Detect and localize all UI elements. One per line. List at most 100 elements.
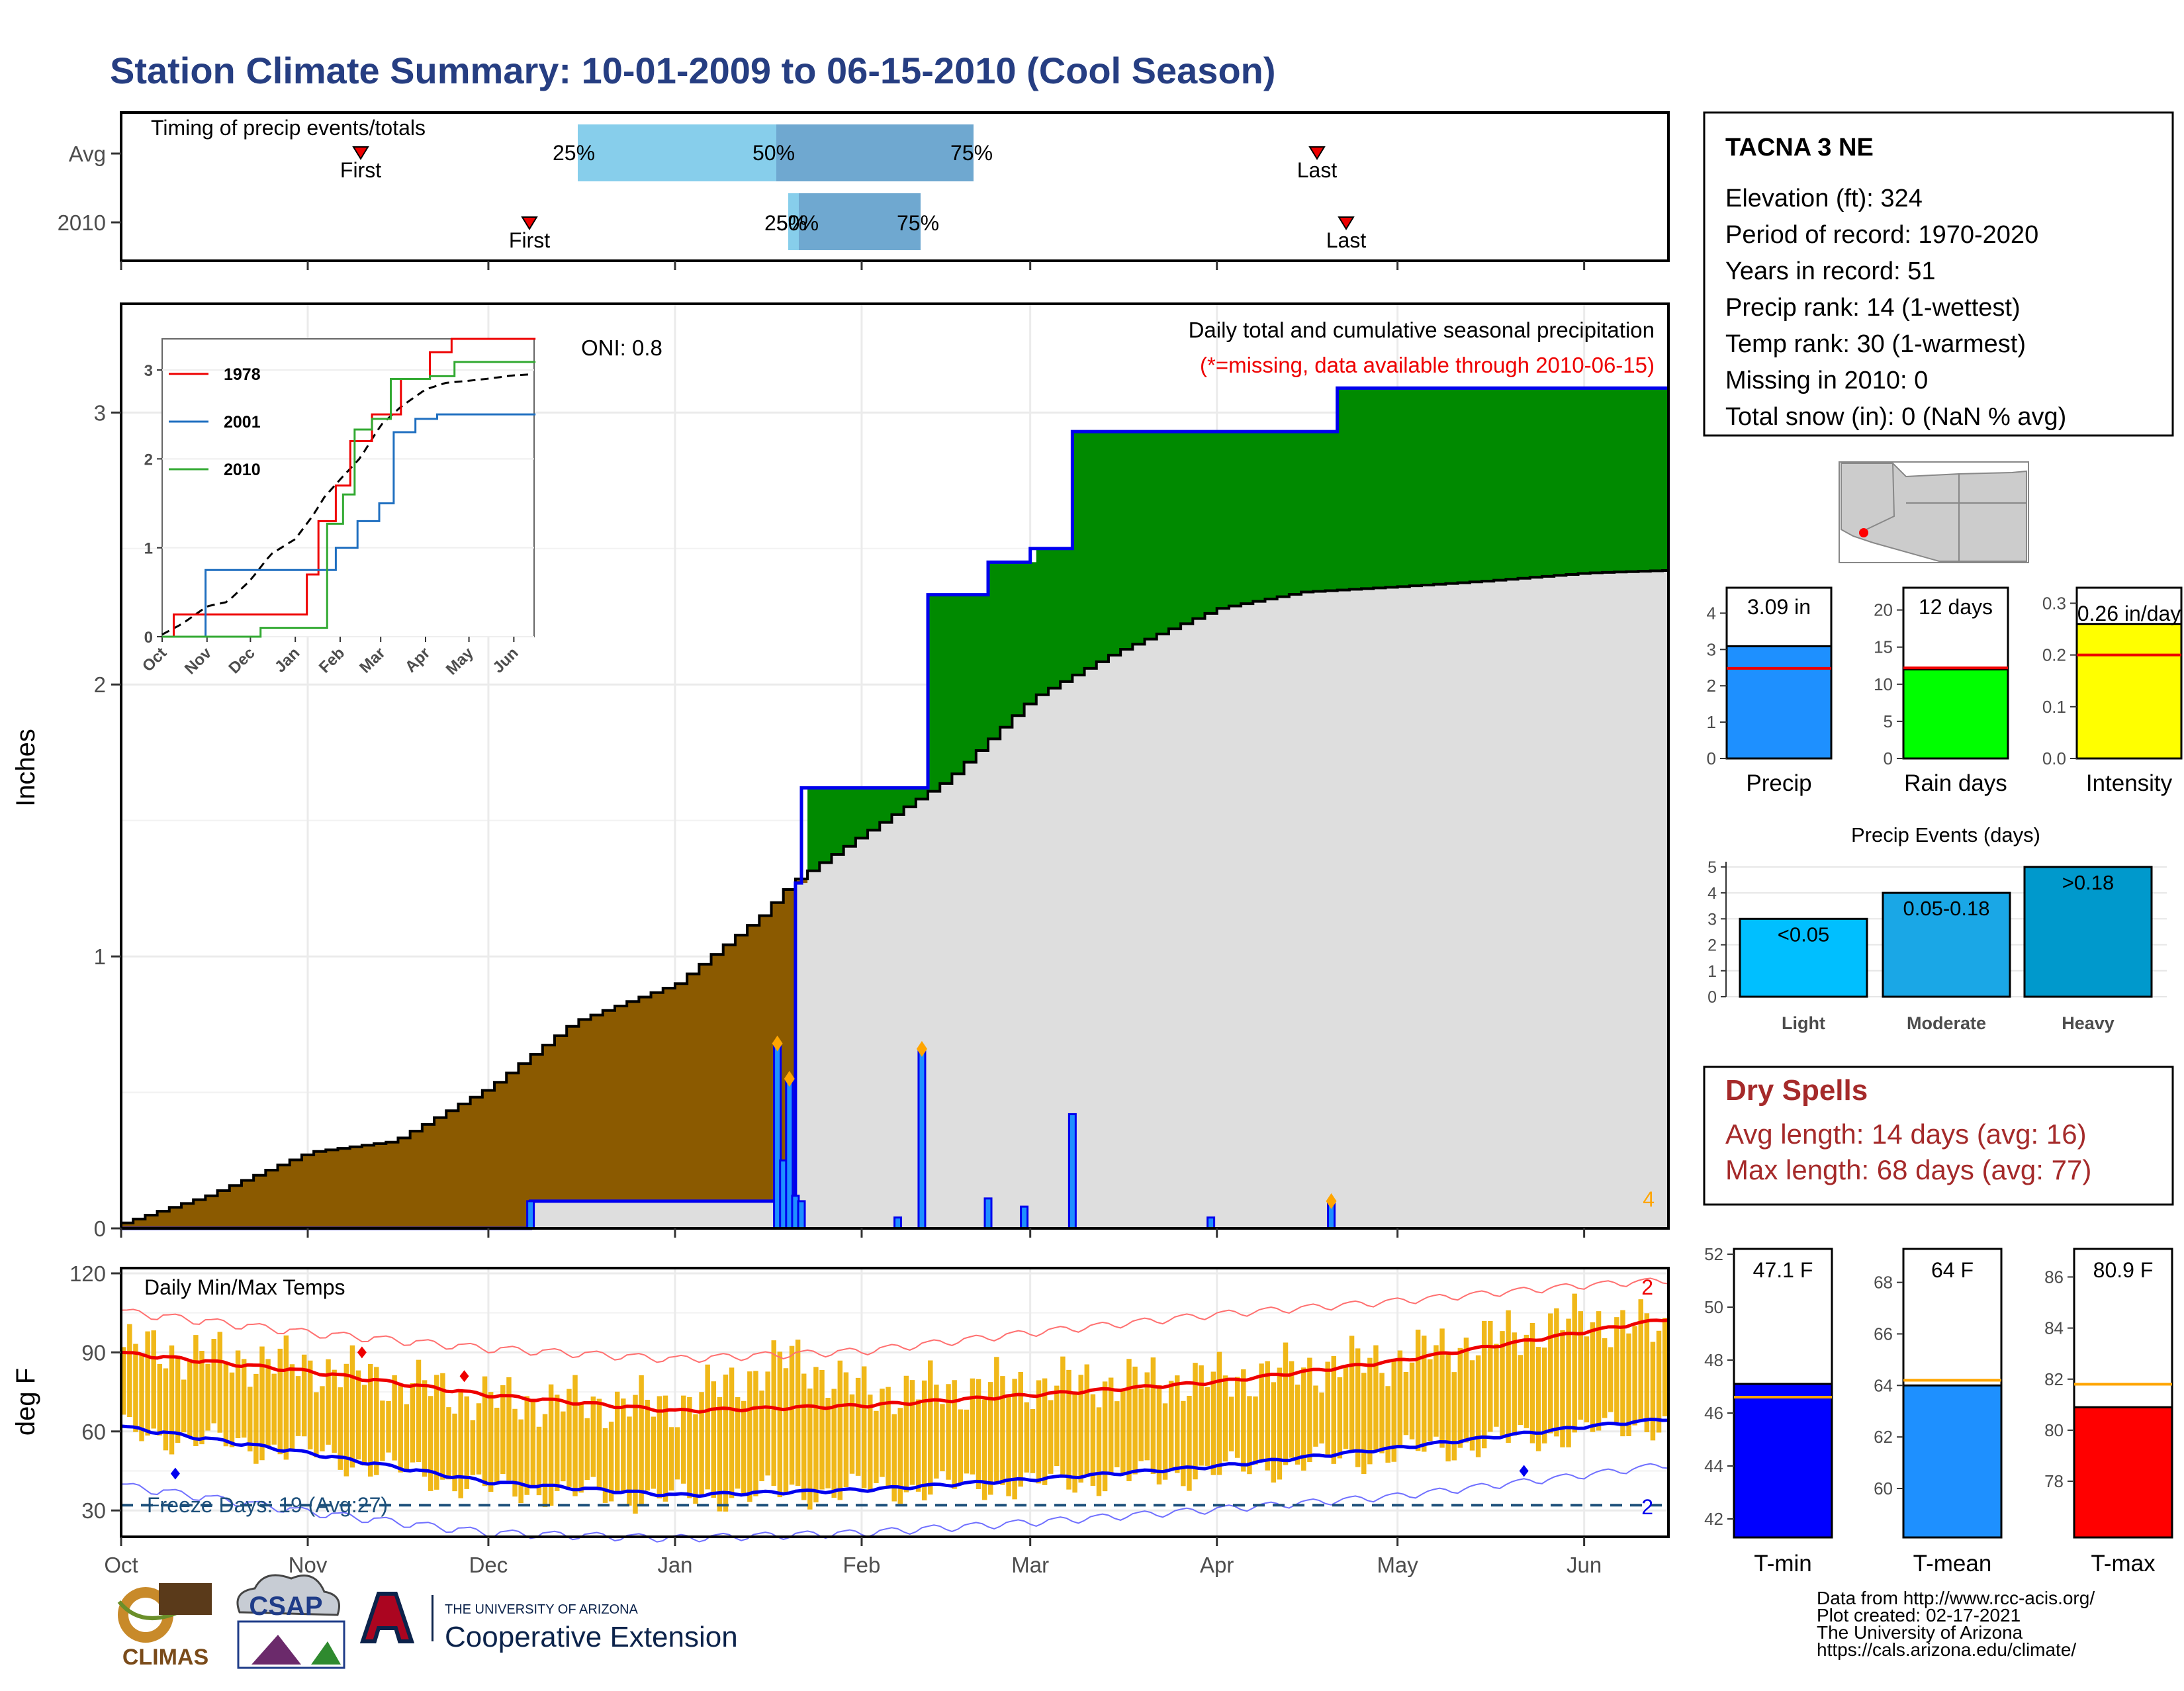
temp-bar-name: T-min — [1754, 1551, 1812, 1577]
month-label: Apr — [1200, 1553, 1234, 1577]
temp-bar-tick: 86 — [2044, 1267, 2064, 1287]
temp-bar-tick: 50 — [1704, 1297, 1723, 1317]
station-info-line: Temp rank: 30 (1-warmest) — [1725, 330, 2026, 358]
timing-avg-p25: 25% — [553, 141, 595, 165]
climas-logo: CLIMAS — [117, 1583, 212, 1670]
precip-event-label: 0.05-0.18 — [1903, 897, 1990, 920]
freeze-days-label: Freeze Days: 19 (Avg:27) — [147, 1493, 388, 1517]
footer-credits: Data from http://www.rcc-acis.org/Plot c… — [1817, 1588, 2095, 1660]
timing-2010-25-50-bar — [788, 193, 799, 250]
daily-precip-bar — [983, 1197, 993, 1230]
daily-precip-bar — [1068, 1113, 1077, 1230]
station-name: TACNA 3 NE — [1725, 134, 1874, 161]
station-info-line: Period of record: 1970-2020 — [1725, 221, 2038, 249]
summary-bar-tick: 2 — [1707, 676, 1716, 696]
precip-events-chart: Precip Events (days) 0 1 2 3 4 5 <0.05 Light 0.0… — [1707, 823, 2167, 1033]
temp-bar-tick: 66 — [1874, 1324, 1893, 1344]
month-label: Jan — [657, 1553, 692, 1577]
events-ytick: 3 — [1707, 910, 1717, 929]
summary-bar-name: Precip — [1746, 770, 1811, 796]
timing-avg-last-marker — [1308, 146, 1326, 160]
temp-ytick-label: 120 — [69, 1261, 106, 1286]
events-ytick: 4 — [1707, 884, 1717, 903]
timing-panel: Timing of precip events/totals Avg 2010 … — [58, 111, 1670, 270]
inset-1978-line — [162, 338, 536, 638]
temp-bar-tick: 62 — [1874, 1427, 1893, 1447]
daily-precip-bar — [917, 1048, 927, 1230]
timing-2010-last: Last — [1326, 228, 1367, 252]
inset-legend-label: 2001 — [224, 413, 261, 432]
temp-bar — [1902, 1384, 2003, 1539]
month-label: May — [1377, 1553, 1418, 1577]
university-of-arizona-logo: THE UNIVERSITY OF ARIZONA Cooperative Ex… — [359, 1592, 738, 1653]
temp-bar-value: 64 F — [1931, 1258, 1974, 1282]
precip-panel-frame — [120, 302, 1670, 1230]
temp-panel: Daily Min/Max Temps Freeze Days: 19 (Avg… — [11, 1261, 1670, 1577]
daily-precip-bar — [1020, 1205, 1029, 1230]
csap-text: CSAP — [249, 1592, 322, 1621]
temp-bar-tick: 60 — [1874, 1479, 1893, 1498]
precip-event-bar — [1882, 891, 2011, 998]
summary-bar-tick: 3 — [1707, 639, 1716, 659]
events-ytick: 0 — [1707, 988, 1717, 1007]
avg-cumulative-area — [121, 570, 1668, 1228]
map-region — [1841, 463, 2027, 562]
precip-event-bar — [1739, 917, 1868, 998]
summary-bar-tick: 0.0 — [2042, 749, 2066, 768]
precip-event-bar — [2023, 866, 2153, 998]
timing-2010-p25: 25% — [764, 211, 807, 235]
precip-panel: Daily total and cumulative seasonal prec… — [11, 302, 1670, 1241]
extreme-precip-marker — [772, 1035, 783, 1052]
timing-avg-50-75-bar — [776, 124, 974, 181]
precip-title: Daily total and cumulative seasonal prec… — [1189, 318, 1655, 342]
summary-bar-tick: 0.2 — [2042, 645, 2066, 665]
timing-row-2010-label: 2010 — [58, 210, 106, 235]
daily-precip-bar — [1206, 1216, 1216, 1230]
temp-bar-name: T-mean — [1913, 1551, 1992, 1577]
summary-bars: 0 1 2 3 4 3.09 in Precip 0 5 10 15 20 12 days Rain da… — [1707, 586, 2183, 796]
footer-logos: CLIMAS CSAP THE UNIVERSITY OF ARIZONA Co… — [117, 1574, 738, 1670]
precip-ytick-label: 2 — [94, 672, 106, 697]
temp-bar-tick: 52 — [1704, 1244, 1723, 1264]
temp-bar — [2073, 1406, 2173, 1539]
dry-spells-max: Max length: 68 days (avg: 77) — [1725, 1154, 2091, 1185]
temp-bar-name: T-max — [2091, 1551, 2156, 1577]
temp-summary-bars: 42 44 46 48 50 52 47.1 F T-min 60 62 64 66 68 64 F T-m… — [1704, 1244, 2173, 1577]
summary-bar-tick: 0 — [1884, 749, 1893, 768]
inset-frame — [161, 338, 535, 637]
station-info-line: Precip rank: 14 (1-wettest) — [1725, 294, 2021, 322]
events-ytick: 2 — [1707, 937, 1717, 955]
summary-bar-tick: 4 — [1707, 603, 1716, 623]
csap-logo: CSAP — [236, 1574, 345, 1669]
temp-title: Daily Min/Max Temps — [144, 1275, 345, 1299]
timing-avg-first-marker — [352, 146, 369, 160]
surplus-area — [807, 388, 1668, 871]
month-label: Dec — [469, 1553, 508, 1577]
ua-bottom-text: Cooperative Extension — [445, 1621, 738, 1653]
precip-event-name: Light — [1782, 1013, 1825, 1033]
precip-ytick-label: 1 — [94, 944, 106, 969]
summary-bar-tick: 10 — [1874, 674, 1893, 694]
summary-bar — [2075, 623, 2183, 760]
timing-avg-25-50-bar — [578, 124, 776, 181]
dry-spells-box: Dry Spells Avg length: 14 days (avg: 16)… — [1703, 1066, 2174, 1206]
dry-spells-title: Dry Spells — [1725, 1074, 1868, 1107]
temp-bar-tick: 42 — [1704, 1509, 1723, 1529]
ua-top-text: THE UNIVERSITY OF ARIZONA — [445, 1602, 639, 1617]
timing-2010-p50: 50% — [776, 211, 819, 235]
locator-map — [1839, 461, 2029, 563]
summary-bar-tick: 15 — [1874, 637, 1893, 657]
daily-precip-bar — [797, 1200, 806, 1230]
record-high-marker — [459, 1370, 469, 1383]
summary-bar — [1725, 645, 1833, 760]
station-info-box: TACNA 3 NE Elevation (ft): 324 Period of … — [1703, 111, 2174, 437]
timing-avg-p75: 75% — [950, 141, 993, 165]
timing-avg-last: Last — [1297, 158, 1338, 182]
inset-ytick-label: 3 — [144, 362, 153, 380]
station-location-dot — [1859, 528, 1868, 537]
summary-bar-tick: 5 — [1884, 711, 1893, 731]
station-info-line: Years in record: 51 — [1725, 257, 1936, 285]
record-low-marker — [170, 1467, 180, 1480]
dry-spells-frame — [1703, 1066, 2174, 1206]
avg-min-line — [120, 1418, 1669, 1498]
